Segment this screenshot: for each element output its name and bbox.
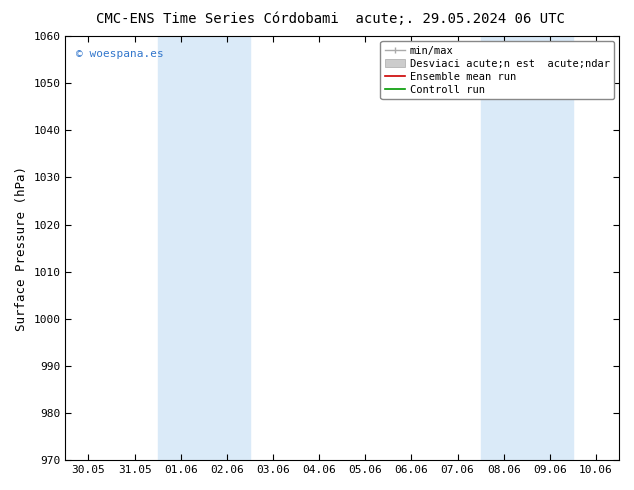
Bar bbox=[158, 36, 250, 460]
Text: CMC-ENS Time Series Córdoba: CMC-ENS Time Series Córdoba bbox=[96, 12, 322, 26]
Text: © woespana.es: © woespana.es bbox=[77, 49, 164, 59]
Text: mi  acute;. 29.05.2024 06 UTC: mi acute;. 29.05.2024 06 UTC bbox=[322, 12, 566, 26]
Legend: min/max, Desviaci acute;n est  acute;ndar, Ensemble mean run, Controll run: min/max, Desviaci acute;n est acute;ndar… bbox=[380, 41, 614, 99]
Bar bbox=[481, 36, 573, 460]
Y-axis label: Surface Pressure (hPa): Surface Pressure (hPa) bbox=[15, 166, 28, 331]
